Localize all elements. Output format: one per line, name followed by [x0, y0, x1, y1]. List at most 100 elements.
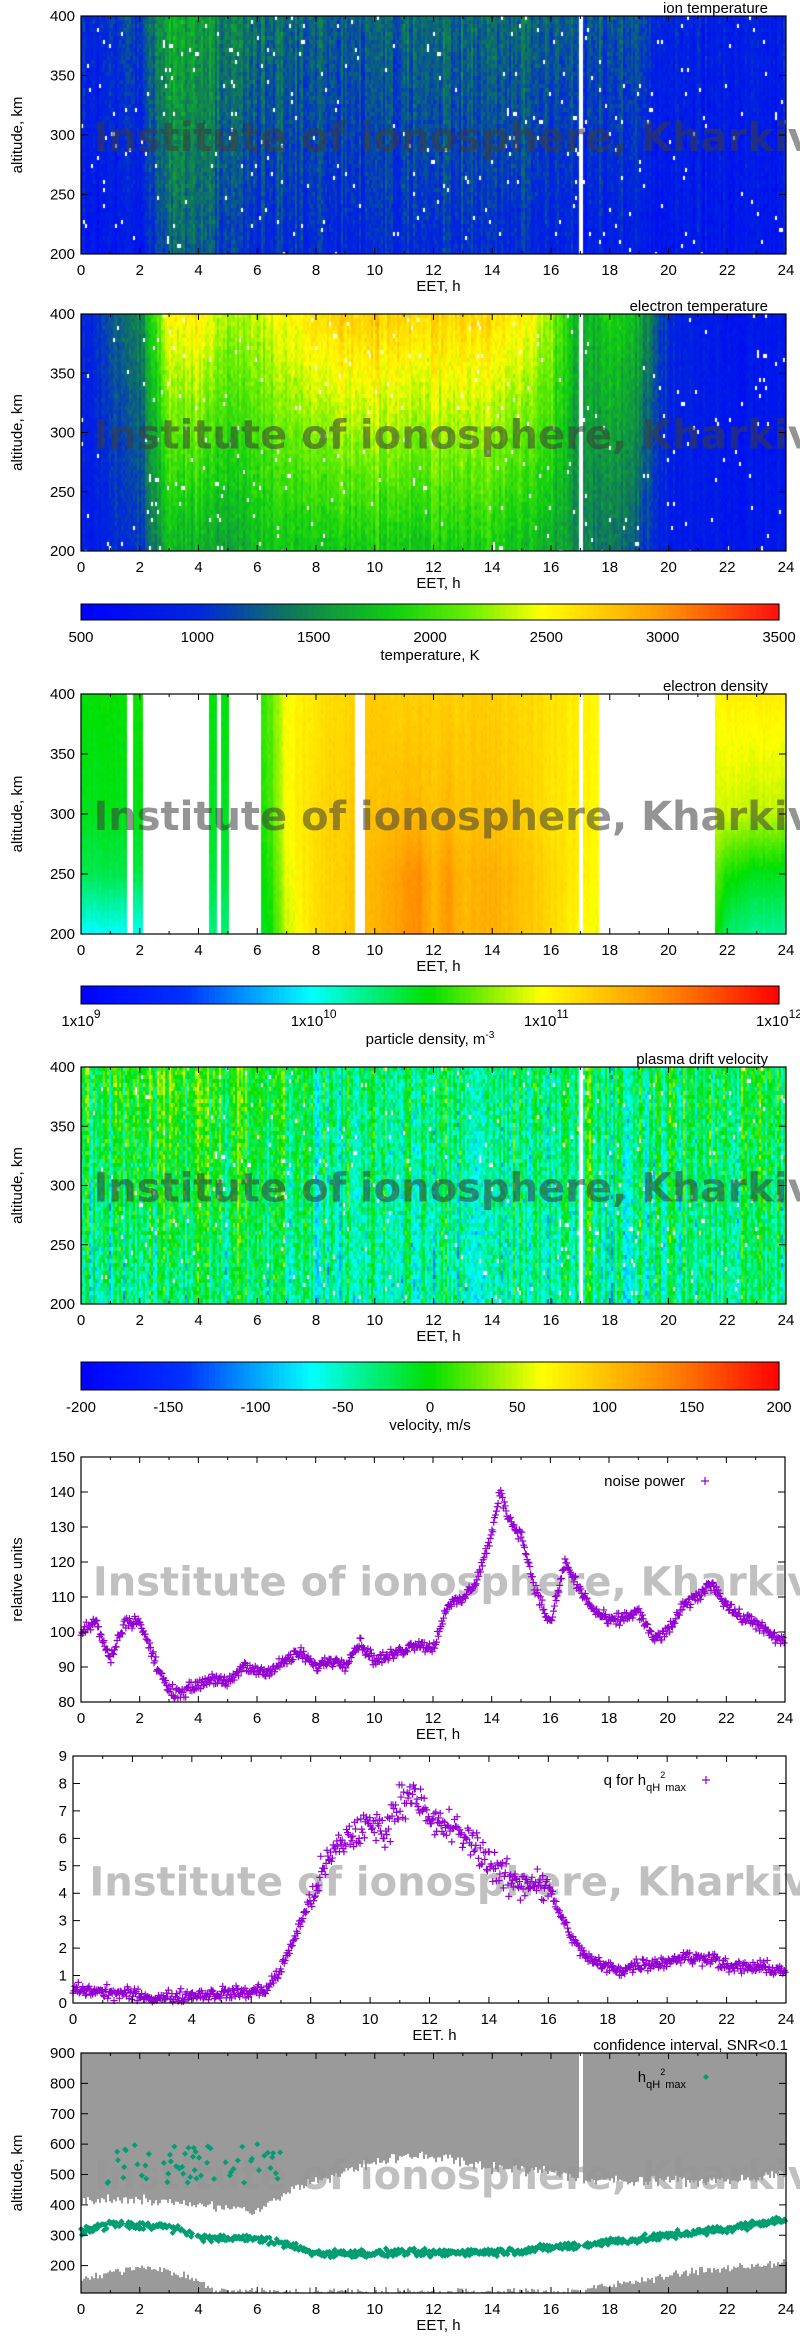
y-tick-label: 250: [50, 484, 75, 501]
confidence-lower-bar: [407, 2288, 409, 2293]
confidence-upper-bar: [335, 2053, 337, 2174]
confidence-upper-bar: [449, 2053, 451, 2155]
x-tick-label: 14: [483, 1710, 500, 1727]
data-point: [409, 1790, 417, 1798]
colorbar-segment: [534, 986, 542, 1004]
colorbar-segment: [371, 604, 379, 620]
colorbar-segment: [86, 604, 94, 620]
colorbar-segment: [371, 1362, 379, 1390]
confidence-upper-bar: [641, 2053, 643, 2178]
legend: q for hqH2max: [604, 1770, 710, 1794]
y-tick-label: 600: [50, 2136, 75, 2153]
data-point: [499, 1493, 507, 1501]
confidence-upper-bar: [605, 2053, 607, 2180]
confidence-lower-bar: [763, 2265, 765, 2293]
data-point: [440, 1614, 448, 1622]
confidence-upper-bar: [507, 2053, 509, 2170]
colorbar-segment: [651, 604, 658, 620]
x-tick-label: 16: [542, 1710, 559, 1727]
data-point: [536, 1876, 544, 1884]
colorbar-segment: [633, 1362, 640, 1390]
colorbar-segment: [633, 604, 640, 620]
confidence-lower-bar: [231, 2290, 233, 2293]
confidence-upper-bar: [741, 2053, 743, 2175]
confidence-lower-bar: [245, 2289, 247, 2293]
data-point: [473, 1829, 481, 1837]
colorbar-segment: [185, 1362, 193, 1390]
confidence-lower-bar: [575, 2289, 577, 2293]
confidence-upper-bar: [205, 2053, 207, 2208]
colorbar-segment: [156, 604, 164, 620]
data-point: [434, 1814, 442, 1822]
confidence-lower-bar: [165, 2269, 167, 2293]
colorbar-segment: [400, 986, 408, 1004]
colorbar-segment: [226, 604, 233, 620]
data-point: [765, 1963, 773, 1971]
data-point: [425, 1640, 433, 1648]
colorbar-segment: [732, 604, 739, 620]
data-point: [138, 1990, 146, 1998]
data-point: [347, 1654, 355, 1662]
colorbar-segment: [581, 1362, 588, 1390]
colorbar-segment: [534, 1362, 542, 1390]
data-point: [496, 1870, 504, 1878]
x-tick-label: 2: [136, 262, 144, 279]
x-tick-label: 4: [194, 559, 202, 576]
y-axis-label: altitude, km: [9, 2135, 26, 2212]
colorbar-segment: [104, 604, 111, 620]
colorbar-segment: [534, 604, 542, 620]
confidence-upper-bar: [223, 2053, 225, 2210]
colorbar-segment: [272, 604, 280, 620]
data-point: [744, 2227, 751, 2234]
colorbar-segment: [505, 604, 513, 620]
confidence-upper-bar: [211, 2053, 213, 2202]
y-axis-label: altitude, km: [9, 776, 26, 853]
colorbar-segment: [424, 1362, 431, 1390]
confidence-upper-bar: [591, 2053, 593, 2179]
data-point: [517, 1533, 525, 1541]
data-point: [540, 1897, 548, 1905]
confidence-upper-bar: [653, 2053, 655, 2176]
confidence-lower-bar: [417, 2291, 419, 2293]
confidence-upper-bar: [393, 2053, 395, 2155]
data-point: [122, 2147, 129, 2154]
x-tick-label: 8: [312, 942, 320, 959]
confidence-upper-bar: [681, 2053, 683, 2179]
colorbar-segment: [651, 1362, 658, 1390]
data-point: [557, 1574, 565, 1582]
electron-temperature-colorbar: 500 1000 1500 2000 2500 3000 3500temperature, …: [68, 603, 796, 664]
confidence-upper-bar: [165, 2053, 167, 2200]
confidence-upper-bar: [191, 2053, 193, 2207]
data-point: [581, 1589, 589, 1597]
data-point: [595, 1954, 603, 1962]
colorbar-segment: [81, 1362, 88, 1390]
confidence-upper-bar: [81, 2053, 83, 2204]
data-point: [164, 2179, 171, 2186]
colorbar-segment: [726, 604, 734, 620]
colorbar-segment: [540, 604, 547, 620]
confidence-upper-bar: [185, 2053, 187, 2206]
data-point: [499, 1859, 507, 1867]
confidence-upper-bar: [359, 2053, 361, 2164]
data-point: [748, 1613, 756, 1621]
data-point: [281, 1957, 289, 1965]
colorbar-segment: [773, 1362, 780, 1390]
confidence-lower-bar: [629, 2280, 631, 2293]
confidence-lower-bar: [137, 2267, 139, 2293]
colorbar-segment: [482, 986, 489, 1004]
data-point: [537, 1883, 545, 1891]
data-point: [97, 1631, 105, 1639]
confidence-upper-bar: [541, 2053, 543, 2173]
colorbar-segment: [360, 604, 367, 620]
confidence-lower-bar: [545, 2290, 547, 2293]
colorbar-segment: [243, 604, 251, 620]
colorbar-segment: [435, 1362, 443, 1390]
x-axis-label: EET. h: [412, 2027, 456, 2044]
confidence-lower-bar: [183, 2271, 185, 2293]
colorbar-segment: [738, 604, 745, 620]
confidence-lower-bar: [531, 2288, 533, 2293]
